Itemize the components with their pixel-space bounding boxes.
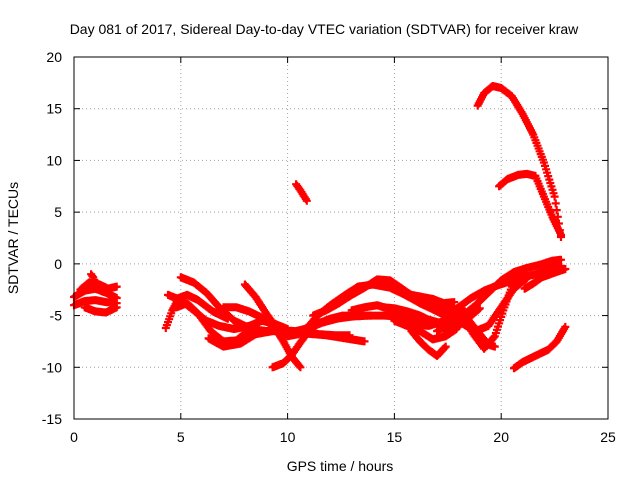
y-tick-label: 0 — [54, 256, 62, 272]
data-series — [292, 180, 311, 205]
data-point-markers — [454, 309, 499, 351]
x-tick-label: 10 — [280, 429, 296, 445]
data-point-markers — [407, 327, 450, 360]
data-point-markers — [292, 180, 311, 205]
x-tick-label: 20 — [493, 429, 509, 445]
data-series — [407, 290, 459, 308]
x-tick-label: 0 — [70, 429, 78, 445]
data-series — [80, 303, 121, 317]
tick-labels: 0 5 10 15 20 25 -15 -10 -5 0 5 10 15 20 — [42, 49, 616, 445]
data-point-markers — [407, 290, 459, 308]
grid — [74, 57, 608, 419]
data-series — [510, 322, 570, 373]
x-axis-label: GPS time / hours — [287, 458, 394, 474]
y-tick-label: 20 — [46, 49, 62, 65]
data-series — [390, 316, 461, 344]
data-point-markers — [390, 316, 461, 344]
y-tick-label: 10 — [46, 152, 62, 168]
y-tick-label: -15 — [42, 411, 62, 427]
plot-frame — [73, 56, 609, 420]
data-point-markers — [80, 303, 121, 317]
data-series — [407, 327, 450, 360]
data-series — [520, 265, 570, 293]
data-point-markers — [520, 265, 570, 293]
y-tick-label: -10 — [42, 359, 62, 375]
data-point-markers — [510, 322, 570, 373]
y-tick-label: 15 — [46, 101, 62, 117]
x-tick-label: 5 — [177, 429, 185, 445]
x-tick-label: 25 — [600, 429, 616, 445]
data-point-markers — [473, 82, 565, 241]
chart-title: Day 081 of 2017, Sidereal Day-to-day VTE… — [70, 21, 579, 37]
data-point-markers — [495, 169, 565, 239]
data-series — [87, 270, 100, 287]
y-tick-label: 5 — [54, 204, 62, 220]
x-tick-label: 15 — [387, 429, 403, 445]
data-series — [473, 82, 565, 241]
y-tick-label: -5 — [50, 308, 63, 324]
axis-ticks — [73, 56, 609, 420]
data-points — [70, 82, 570, 373]
data-series — [495, 169, 565, 239]
data-point-markers — [87, 270, 100, 287]
y-axis-label: SDTVAR / TECUs — [5, 182, 21, 294]
data-series — [454, 309, 499, 351]
